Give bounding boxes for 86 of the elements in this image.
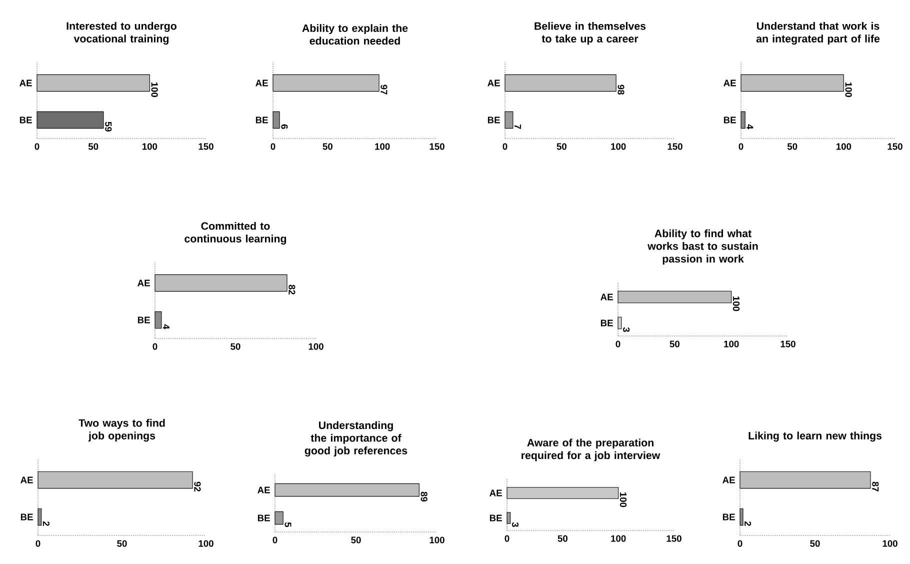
x-tick-label: 50 (117, 540, 127, 547)
chart-title: Liking to learn new things (748, 432, 882, 442)
x-tick-label: 100 (375, 143, 390, 150)
x-tick-label: 100 (611, 535, 626, 542)
data-label: 92 (194, 482, 201, 492)
y-tick-label: AE (258, 486, 270, 494)
y-tick-label: BE (490, 514, 502, 522)
y-tick-label: AE (20, 476, 33, 484)
x-tick-label: 100 (142, 143, 158, 150)
data-label: 82 (288, 284, 296, 294)
data-label: 98 (618, 84, 624, 95)
y-tick-label: BE (488, 116, 500, 124)
chart-title: Interested to undergo vocational training (66, 22, 176, 45)
x-tick-label: 0 (36, 540, 40, 547)
x-tick-label: 100 (198, 540, 214, 547)
data-label: 59 (105, 122, 112, 132)
x-tick-label: 50 (787, 143, 798, 150)
chart-title: Understanding the importance of good job references (304, 421, 408, 457)
y-tick-label: AE (256, 80, 268, 86)
x-tick-label: 100 (724, 340, 739, 348)
x-tick-label: 100 (882, 540, 898, 547)
y-tick-label: BE (256, 116, 268, 124)
x-tick-label: 50 (351, 536, 361, 544)
y-tick-label: BE (600, 320, 613, 326)
x-tick-label: 100 (836, 143, 852, 150)
y-tick-label: AE (490, 490, 502, 496)
chart-title: Ability to explain the education needed (302, 24, 408, 45)
y-tick-label: AE (20, 80, 32, 86)
data-label: 4 (163, 324, 170, 330)
x-tick-label: 150 (668, 143, 682, 150)
data-label: 100 (620, 492, 627, 508)
x-tick-label: 0 (504, 535, 510, 542)
data-label: 2 (744, 521, 752, 526)
y-tick-label: BE (724, 116, 736, 124)
y-tick-label: BE (258, 514, 270, 522)
chart-title: Ability to find what works bast to sustain passion in work (648, 229, 758, 265)
data-label: 3 (623, 327, 630, 332)
y-tick-label: BE (138, 316, 150, 324)
x-tick-label: 0 (502, 143, 508, 150)
data-label: 87 (872, 482, 879, 492)
x-tick-label: 50 (88, 143, 98, 150)
x-tick-label: 0 (738, 540, 742, 547)
x-tick-label: 100 (430, 536, 444, 544)
data-label: 2 (42, 521, 50, 526)
data-label: 89 (420, 492, 428, 502)
x-tick-label: 50 (558, 535, 568, 542)
x-tick-label: 0 (616, 340, 620, 348)
chart-title: Committed to continuous learning (184, 222, 286, 245)
data-label: 7 (514, 124, 521, 129)
data-label: 4 (746, 124, 754, 130)
x-tick-label: 0 (152, 343, 158, 350)
y-tick-label: BE (722, 514, 735, 520)
x-tick-label: 100 (611, 143, 626, 150)
y-tick-label: AE (724, 80, 736, 86)
chart-title: Understand that work is an integrated part of life (756, 22, 880, 45)
x-tick-label: 150 (780, 340, 796, 348)
x-tick-label: 150 (430, 143, 444, 150)
y-tick-label: AE (488, 80, 500, 86)
x-tick-label: 150 (666, 535, 682, 542)
chart-title: Two ways to find job openings (78, 418, 165, 442)
x-tick-label: 0 (738, 143, 744, 150)
x-tick-label: 0 (34, 143, 40, 150)
y-tick-label: BE (20, 116, 32, 124)
x-tick-label: 50 (322, 143, 332, 150)
x-tick-label: 50 (810, 540, 820, 547)
y-tick-label: AE (138, 280, 150, 286)
x-tick-label: 50 (230, 343, 240, 350)
x-tick-label: 0 (270, 143, 276, 150)
data-label: 3 (512, 522, 519, 527)
chart-title: Aware of the preparation required for a job interview (522, 438, 660, 462)
x-tick-label: 150 (198, 143, 214, 150)
data-label: 97 (380, 84, 388, 94)
x-tick-label: 50 (670, 340, 680, 348)
x-tick-label: 50 (556, 143, 566, 150)
data-label: 5 (284, 522, 292, 528)
y-tick-label: AE (722, 476, 735, 484)
data-label: 6 (281, 124, 288, 129)
y-tick-label: BE (20, 514, 33, 520)
data-label: 100 (845, 82, 852, 98)
data-label: 100 (151, 82, 158, 98)
x-tick-label: 0 (272, 536, 278, 544)
x-tick-label: 100 (308, 343, 324, 350)
chart-title: Believe in themselves to take up a career (534, 22, 646, 45)
y-tick-label: AE (600, 294, 613, 300)
x-tick-label: 150 (888, 143, 902, 150)
data-label: 100 (732, 296, 740, 312)
